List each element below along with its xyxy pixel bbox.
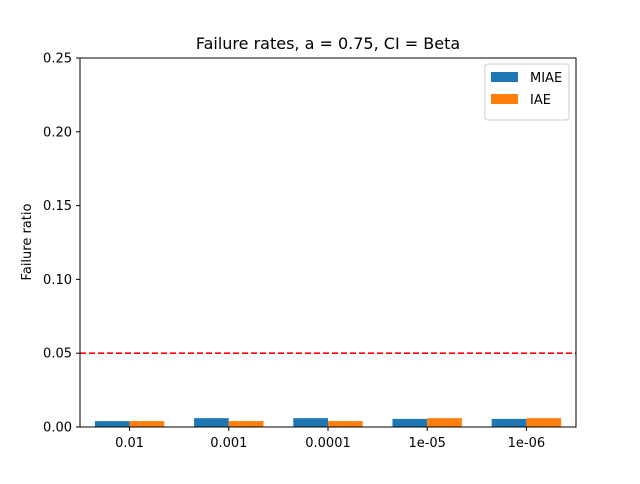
y-tick-label-0: 0.00 [43, 421, 72, 436]
chart-title: Failure rates, a = 0.75, CI = Beta [196, 34, 460, 53]
bar-miae-3 [392, 418, 428, 427]
legend-swatch-iae [491, 94, 518, 104]
plot-area: 0.00 0.05 0.10 0.15 0.20 0.25 0.01 0.001 0.0001 1… [43, 52, 577, 451]
bar-iae-2 [328, 421, 363, 427]
legend-label-miae: MIAE [530, 71, 562, 86]
y-tick-label-3: 0.15 [43, 199, 72, 214]
y-tick-label-1: 0.05 [43, 347, 72, 362]
bar-iae-1 [228, 421, 264, 427]
bar-miae-1 [194, 418, 229, 427]
bar-iae-4 [526, 418, 562, 427]
bar-iae-0 [129, 421, 165, 427]
legend: MIAE IAE [484, 63, 570, 121]
y-axis-label: Failure ratio [20, 204, 35, 281]
x-tick-label-0: 0.01 [115, 436, 144, 451]
x-tick-label-3: 1e-05 [408, 436, 446, 451]
bar-miae-4 [491, 418, 527, 427]
x-tick-label-4: 1e-06 [508, 436, 546, 451]
y-tick-label-2: 0.10 [43, 273, 72, 288]
bar-miae-0 [94, 421, 130, 427]
legend-swatch-miae [491, 72, 518, 82]
bar-iae-3 [427, 418, 462, 427]
y-tick-label-5: 0.25 [43, 52, 72, 67]
bar-miae-2 [293, 418, 328, 427]
x-tick-label-2: 0.0001 [305, 436, 351, 451]
y-tick-label-4: 0.20 [43, 125, 72, 140]
x-tick-label-1: 0.001 [210, 436, 247, 451]
legend-label-iae: IAE [530, 93, 551, 108]
